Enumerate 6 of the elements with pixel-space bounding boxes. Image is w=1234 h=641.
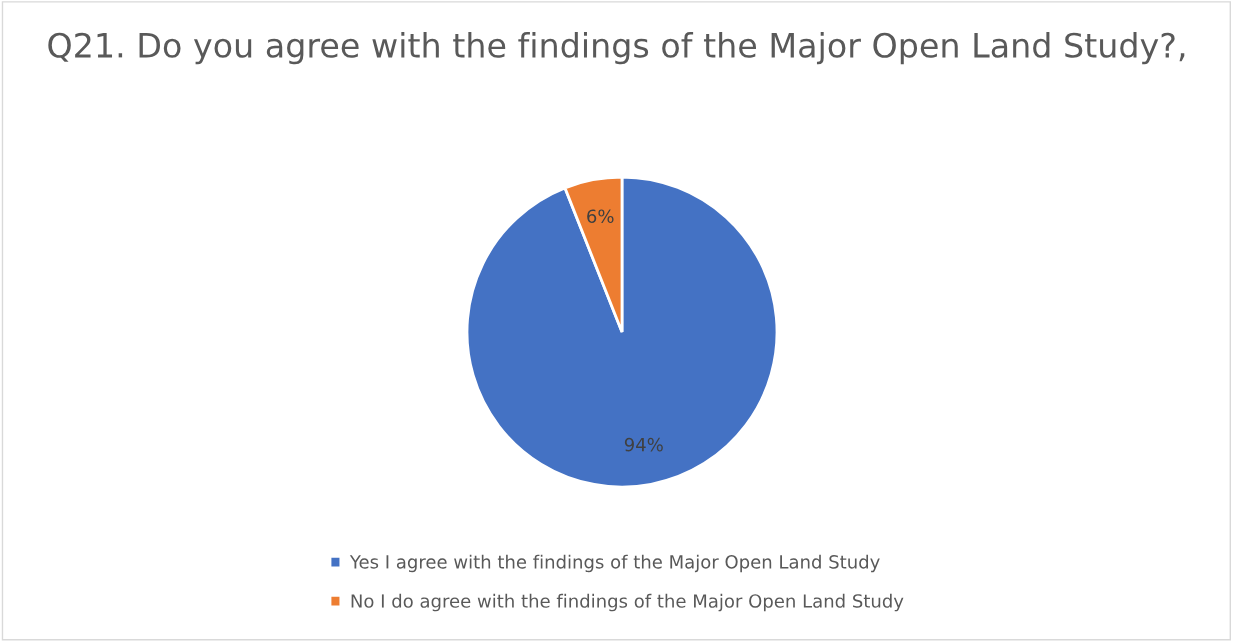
data-label: 94%: [624, 437, 663, 452]
data-label: 6%: [587, 209, 614, 224]
legend-label: Yes I agree with the findings of the Major Open Land Study: [349, 554, 880, 573]
legend-label: No I do agree with the findings of the Major Open Land Study: [351, 593, 904, 612]
chart-title: Q21. Do you agree with the findings of the Major Open Land Study?,: [48, 32, 1185, 65]
pie-slice: [465, 175, 779, 489]
